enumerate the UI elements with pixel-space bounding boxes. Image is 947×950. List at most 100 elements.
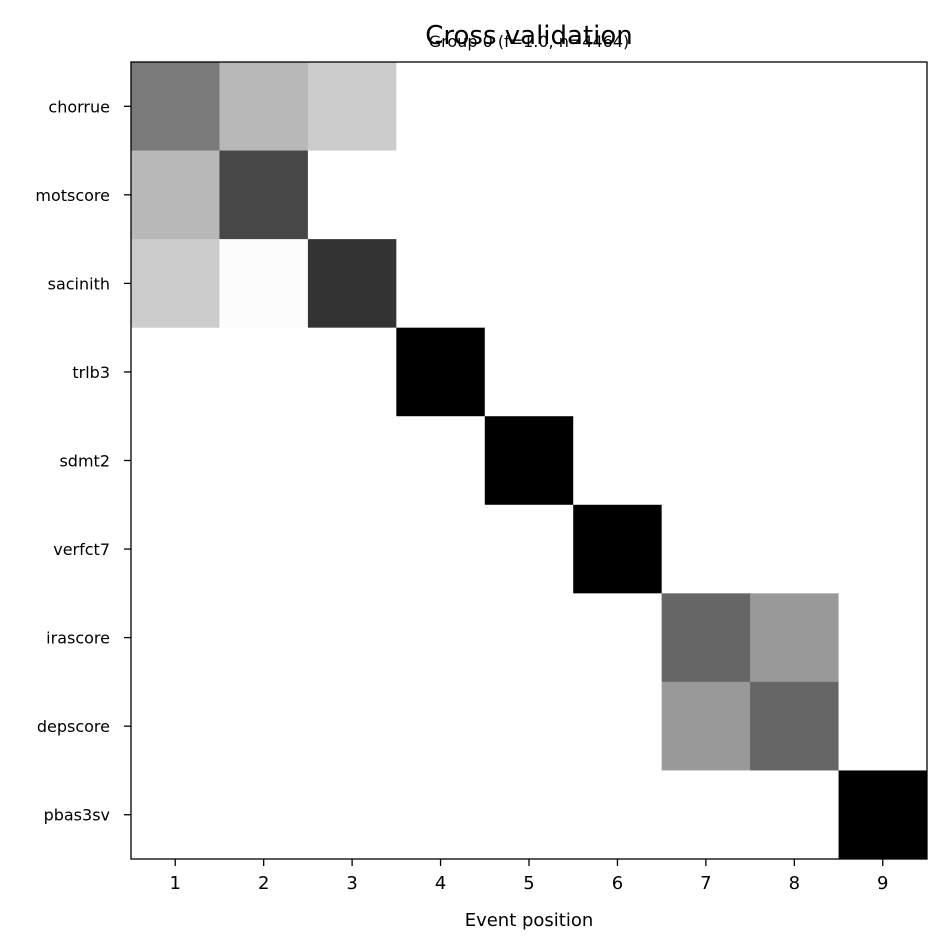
heatmap-cell-r2-c8 [750, 150, 840, 240]
heatmap-cell-r9-c4 [396, 770, 486, 860]
heatmap-cell-r9-c1 [131, 770, 220, 860]
x-tick-label: 1 [169, 873, 180, 894]
heatmap-cell-r3-c8 [750, 239, 840, 329]
x-tick-label: 4 [435, 873, 446, 894]
heatmap-cell-r6-c1 [131, 504, 220, 594]
heatmap-cell-r5-c2 [219, 416, 309, 506]
heatmap-cell-r9-c2 [219, 770, 309, 860]
heatmap-cell-r9-c3 [307, 770, 397, 860]
heatmap-cell-r2-c9 [838, 150, 928, 240]
heatmap-cell-r1-c4 [396, 62, 486, 152]
heatmap-cell-r1-c6 [573, 62, 663, 152]
heatmap-cell-r2-c4 [396, 150, 486, 240]
heatmap-cell-r2-c3 [307, 150, 397, 240]
heatmap-cell-r5-c6 [573, 416, 663, 506]
y-tick-label: motscore [35, 186, 110, 205]
x-axis-ticks: 1 2 3 4 5 6 7 8 9 [169, 859, 889, 894]
heatmap-cell-r9-c5 [484, 770, 574, 860]
heatmap-cell-r5-c8 [750, 416, 840, 506]
y-tick-label: chorrue [48, 97, 110, 116]
heatmap-cell-r6-c5 [484, 504, 574, 594]
heatmap-cell-r7-c8 [750, 593, 840, 683]
heatmap-cell-r9-c9 [838, 770, 928, 860]
heatmap-cell-r8-c7 [661, 681, 751, 771]
chart-subtitle: Group 0 (f=1.0, n=4464) [429, 32, 629, 51]
heatmap-cell-r8-c5 [484, 681, 574, 771]
heatmap-cell-r7-c3 [307, 593, 397, 683]
heatmap-cell-r1-c1 [131, 62, 220, 152]
x-tick-label: 8 [789, 873, 800, 894]
heatmap-cell-r5-c1 [131, 416, 220, 506]
heatmap-cell-r4-c7 [661, 327, 751, 417]
heatmap-cell-r6-c4 [396, 504, 486, 594]
heatmap-cell-r4-c9 [838, 327, 928, 417]
heatmap-cell-r9-c7 [661, 770, 751, 860]
heatmap-cell-r4-c3 [307, 327, 397, 417]
heatmap-cell-r6-c8 [750, 504, 840, 594]
heatmap-cell-r5-c9 [838, 416, 928, 506]
x-tick-label: 2 [258, 873, 269, 894]
heatmap-cell-r6-c2 [219, 504, 309, 594]
heatmap-cell-r8-c2 [219, 681, 309, 771]
heatmap-cell-r6-c7 [661, 504, 751, 594]
y-tick-label: sdmt2 [59, 452, 110, 471]
heatmap-cell-r2-c7 [661, 150, 751, 240]
y-tick-label: irascore [46, 629, 110, 648]
y-tick-label: trlb3 [72, 363, 110, 382]
heatmap-cell-r7-c2 [219, 593, 309, 683]
heatmap-cell-r9-c6 [573, 770, 663, 860]
y-tick-label: depscore [37, 717, 110, 736]
x-axis-label: Event position [465, 910, 594, 931]
heatmap-cell-r5-c5 [484, 416, 574, 506]
heatmap-cell-r5-c7 [661, 416, 751, 506]
heatmap-cell-r3-c4 [396, 239, 486, 329]
heatmap-cell-r8-c3 [307, 681, 397, 771]
heatmap-cell-r8-c9 [838, 681, 928, 771]
heatmap-cell-r3-c1 [131, 239, 220, 329]
heatmap-cell-r1-c3 [307, 62, 397, 152]
heatmap-cell-r7-c6 [573, 593, 663, 683]
heatmap-cell-r1-c9 [838, 62, 928, 152]
heatmap-cell-r5-c3 [307, 416, 397, 506]
heatmap-cell-r3-c6 [573, 239, 663, 329]
heatmap-cell-r7-c7 [661, 593, 751, 683]
heatmap-cell-r8-c4 [396, 681, 486, 771]
heatmap-cell-r5-c4 [396, 416, 486, 506]
heatmap-cell-r4-c8 [750, 327, 840, 417]
heatmap-cell-r1-c2 [219, 62, 309, 152]
x-tick-label: 9 [877, 873, 888, 894]
heatmap-cell-r7-c4 [396, 593, 486, 683]
heatmap-cell-r2-c5 [484, 150, 574, 240]
heatmap-cell-r6-c3 [307, 504, 397, 594]
heatmap-cell-r4-c2 [219, 327, 309, 417]
x-tick-label: 3 [346, 873, 357, 894]
heatmap-cell-r3-c7 [661, 239, 751, 329]
chart-title: Cross validation [425, 21, 633, 51]
heatmap-cell-r4-c1 [131, 327, 220, 417]
x-tick-label: 5 [523, 873, 534, 894]
y-axis-ticks: chorrue motscore sacinith trlb3 sdmt2 verfct7… [35, 97, 131, 825]
heatmap-cell-r2-c6 [573, 150, 663, 240]
heatmap-cell-r7-c1 [131, 593, 220, 683]
heatmap-cell-r1-c7 [661, 62, 751, 152]
heatmap-cell-r2-c2 [219, 150, 309, 240]
x-tick-label: 7 [700, 873, 711, 894]
heatmap-cell-r3-c9 [838, 239, 928, 329]
heatmap-cell-r2-c1 [131, 150, 220, 240]
y-tick-label: pbas3sv [44, 806, 110, 825]
heatmap-cell-r9-c8 [750, 770, 840, 860]
heatmap-cell-r4-c4 [396, 327, 486, 417]
y-tick-label: verfct7 [53, 540, 110, 559]
heatmap-cell-r6-c6 [573, 504, 663, 594]
heatmap-cell-r1-c5 [484, 62, 574, 152]
heatmap-cell-r8-c6 [573, 681, 663, 771]
y-tick-label: sacinith [48, 274, 110, 293]
heatmap-cell-r8-c8 [750, 681, 840, 771]
heatmap-cell-r8-c1 [131, 681, 220, 771]
heatmap-cell-r6-c9 [838, 504, 928, 594]
heatmap-cell-r7-c9 [838, 593, 928, 683]
x-tick-label: 6 [612, 873, 623, 894]
heatmap-cell-r3-c2 [219, 239, 309, 329]
heatmap-cell-r1-c8 [750, 62, 840, 152]
